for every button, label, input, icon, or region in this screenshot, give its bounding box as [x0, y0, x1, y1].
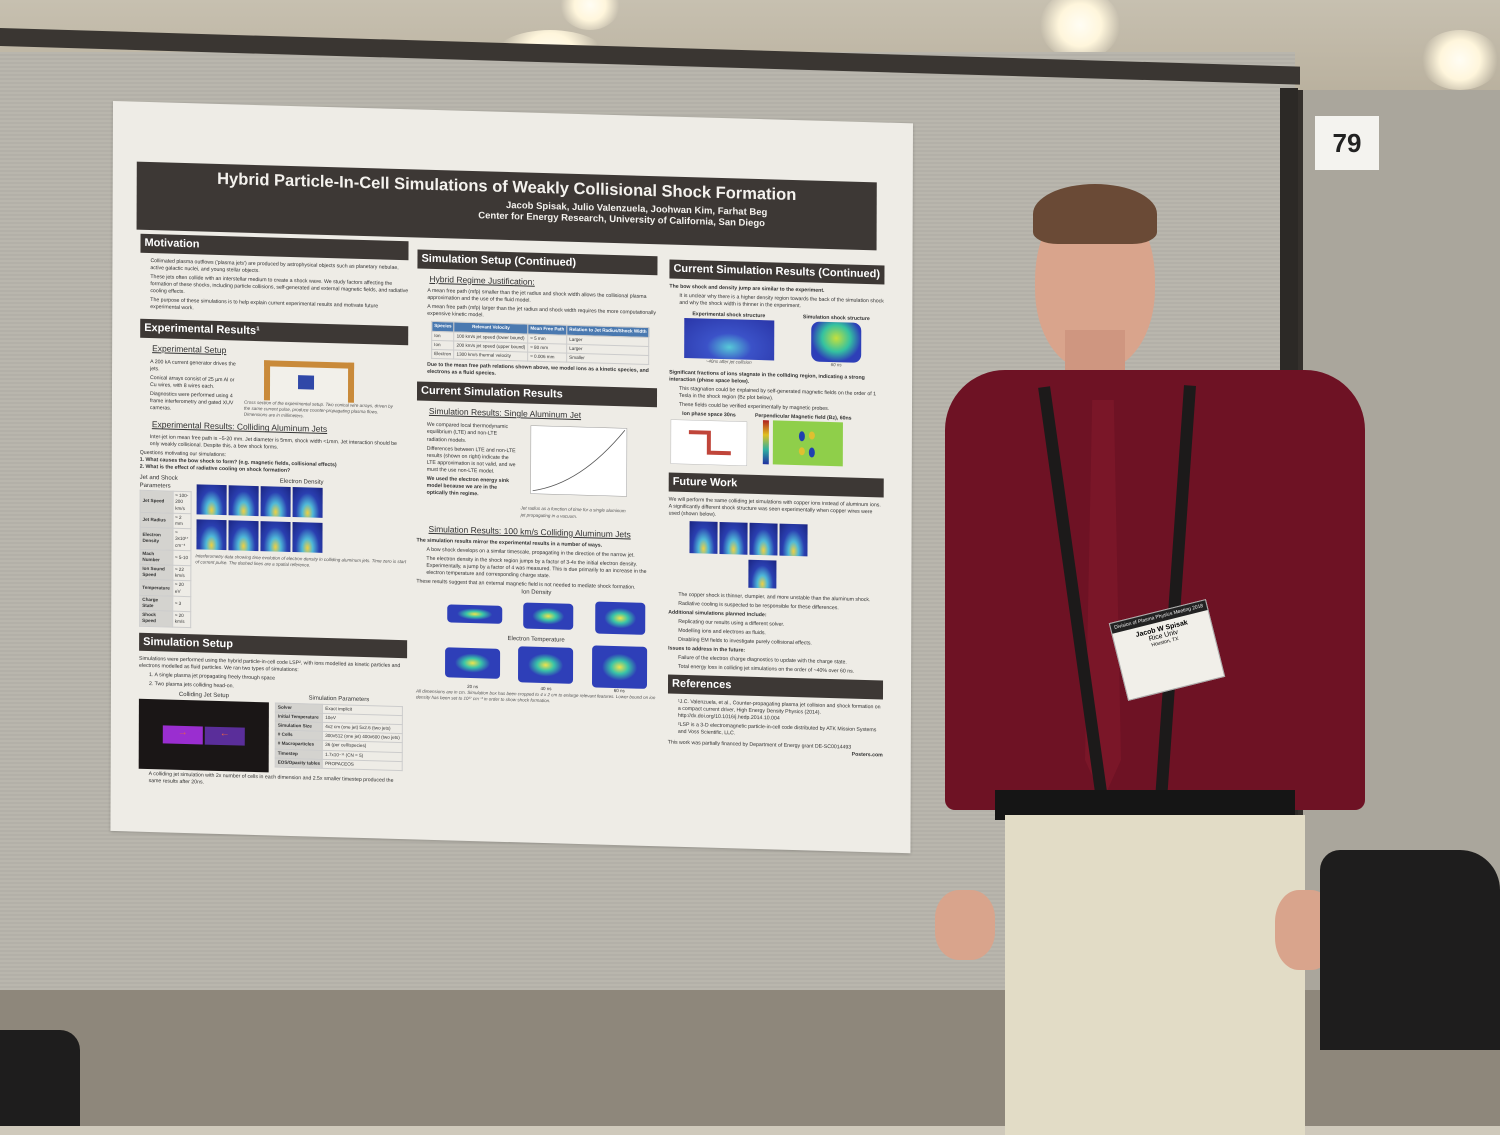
presenter-left-hand — [935, 890, 995, 960]
presenter-hair — [1033, 184, 1157, 244]
booth-number-sign: 79 — [1315, 116, 1379, 170]
setup-bullet: Conical arrays consist of 25 µm Al or Cu… — [150, 375, 235, 391]
poster-column-3: Current Simulation Results (Continued) T… — [667, 259, 885, 760]
param-key: Jet Speed — [140, 490, 173, 513]
ion-density-images — [416, 594, 656, 636]
copper-shock-images — [688, 520, 883, 595]
param-value: ≈ 22 km/s — [172, 565, 191, 582]
param-value: ≈ 3x10¹⁷ cm⁻³ — [172, 528, 191, 551]
setup-bullet: A 200 kA current generator drives the je… — [150, 359, 236, 373]
simulation-params-table: Solver Exact implicit Initial Temperature… — [275, 702, 403, 771]
colliding-jet-setup-image: → ← — [138, 698, 269, 772]
bz-field-image — [773, 420, 844, 467]
single-jet-bold: We used the electron energy sink model b… — [426, 475, 510, 497]
cell: Smaller — [566, 353, 649, 365]
cell: Electron — [431, 349, 455, 360]
exp-shock-image — [683, 317, 774, 361]
param-key: Charge State — [139, 595, 173, 612]
param-key: EOS/Opacity tables — [275, 757, 323, 769]
param-value: ≈ 2 mm — [172, 512, 192, 529]
experimental-setup-diagram — [263, 360, 355, 403]
ceiling-light — [560, 0, 620, 30]
sim-shock-caption: 60 ns — [830, 361, 842, 368]
poster-column-2: Simulation Setup (Continued) Hybrid Regi… — [416, 249, 658, 708]
electron-density-images — [195, 483, 407, 559]
experimental-results-heading: Experimental Results¹ — [140, 318, 409, 346]
ceiling-light — [1040, 0, 1120, 60]
ceiling-light — [1420, 30, 1500, 90]
param-value: ≈ 20 eV — [172, 580, 191, 597]
sim-shock-image — [811, 321, 862, 363]
param-key: Jet Radius — [140, 512, 173, 529]
bz-colorbar — [763, 420, 770, 465]
continued-bullet: It is unclear why there is a higher dens… — [679, 292, 884, 310]
jet-params-heading: Jet and Shock Parameters — [139, 474, 178, 490]
param-value: ≈ 100-200 km/s — [172, 491, 192, 514]
param-key: Mach Number — [139, 548, 173, 566]
jet-params-table: Jet Speed ≈ 100-200 km/s Jet Radius ≈ 2 mm… — [139, 490, 192, 628]
sim-shock-label: Simulation shock structure — [802, 314, 870, 323]
param-key: Shock Speed — [139, 610, 173, 627]
cell: ≈ 0.006 mm — [527, 352, 567, 363]
reference-item: ²LSP is a 3-D electromagnetic particle-i… — [677, 721, 877, 737]
cell: 1300 km/s thermal velocity — [454, 349, 528, 362]
jet-left-arrow-icon: ← — [204, 726, 245, 746]
electron-temp-images — [416, 641, 656, 690]
ion-phase-space-plot — [670, 419, 748, 467]
plot-caption: Jet radius as a function of time for a s… — [520, 505, 626, 519]
current-results-heading: Current Simulation Results — [416, 381, 658, 408]
param-key: Temperature — [139, 579, 173, 596]
param-value: ≈ 20 km/s — [172, 611, 191, 628]
setup-caption: Cross section of the experimental setup.… — [243, 399, 393, 419]
single-jet-bullet: We compared local thermodynamic equilibr… — [426, 422, 509, 444]
plasma-jets-shape — [298, 375, 315, 390]
param-key: Electron Density — [139, 527, 173, 550]
param-value: PROPACEOS — [322, 759, 403, 771]
simulation-setup-continued-heading: Simulation Setup (Continued) — [417, 249, 658, 276]
reference-item: ¹J.C. Valenzuela, et al., Counter-propag… — [677, 698, 881, 722]
poster-column-1: Motivation Collimated plasma outflows ('… — [138, 233, 409, 794]
research-poster: Hybrid Particle-In-Cell Simulations of W… — [110, 101, 913, 854]
presenter-shirt — [945, 370, 1365, 810]
exp-shock-caption: ~40ns after jet collision — [705, 358, 752, 365]
param-value: ≈ 3 — [172, 595, 191, 612]
simulation-setup-heading: Simulation Setup — [139, 632, 408, 659]
single-jet-bullet: Differences between LTE and non-LTE resu… — [426, 445, 516, 475]
hybrid-conclusion: Due to the mean free path relations show… — [427, 361, 649, 377]
jet-radius-plot — [530, 425, 628, 498]
jet-right-arrow-icon: → — [162, 724, 203, 745]
param-value: ≈ 5-10 — [172, 549, 191, 566]
presenter: Division of Plasma Physics Meeting 2018 … — [935, 184, 1375, 1135]
presenter-trousers — [1005, 815, 1305, 1135]
current-results-continued-heading: Current Simulation Results (Continued) — [669, 259, 885, 285]
chair — [0, 1030, 80, 1126]
param-key: Ion Sound Speed — [139, 564, 173, 581]
setup-bullet: Diagnostics were performed using 4 frame… — [149, 391, 234, 412]
chair — [1320, 850, 1500, 1050]
future-work-heading: Future Work — [668, 472, 884, 498]
motivation-heading: Motivation — [140, 233, 409, 261]
mean-free-path-table: Species Relevant Velocity Mean Free Path… — [431, 321, 650, 365]
references-heading: References — [667, 674, 884, 700]
